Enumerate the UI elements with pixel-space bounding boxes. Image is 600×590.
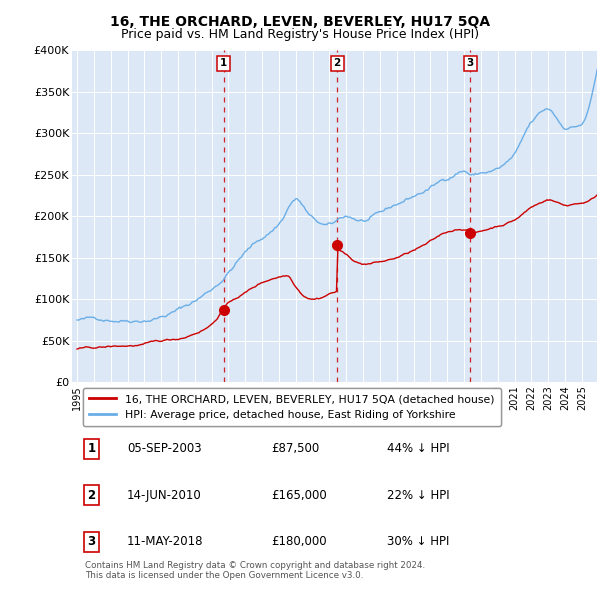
Text: 14-JUN-2010: 14-JUN-2010: [127, 489, 202, 502]
Text: £87,500: £87,500: [271, 442, 320, 455]
Text: 3: 3: [88, 535, 95, 548]
Text: 2: 2: [334, 58, 341, 68]
Text: 2: 2: [88, 489, 95, 502]
Text: £180,000: £180,000: [271, 535, 327, 548]
Text: 3: 3: [467, 58, 474, 68]
Legend: 16, THE ORCHARD, LEVEN, BEVERLEY, HU17 5QA (detached house), HPI: Average price,: 16, THE ORCHARD, LEVEN, BEVERLEY, HU17 5…: [83, 388, 501, 426]
Text: 16, THE ORCHARD, LEVEN, BEVERLEY, HU17 5QA: 16, THE ORCHARD, LEVEN, BEVERLEY, HU17 5…: [110, 15, 490, 29]
Text: 44% ↓ HPI: 44% ↓ HPI: [387, 442, 449, 455]
Text: 30% ↓ HPI: 30% ↓ HPI: [387, 535, 449, 548]
Text: 1: 1: [220, 58, 227, 68]
Text: 22% ↓ HPI: 22% ↓ HPI: [387, 489, 449, 502]
Text: £165,000: £165,000: [271, 489, 327, 502]
Text: Price paid vs. HM Land Registry's House Price Index (HPI): Price paid vs. HM Land Registry's House …: [121, 28, 479, 41]
Text: 05-SEP-2003: 05-SEP-2003: [127, 442, 202, 455]
Text: Contains HM Land Registry data © Crown copyright and database right 2024.
This d: Contains HM Land Registry data © Crown c…: [85, 560, 425, 580]
Text: 1: 1: [88, 442, 95, 455]
Text: 11-MAY-2018: 11-MAY-2018: [127, 535, 203, 548]
